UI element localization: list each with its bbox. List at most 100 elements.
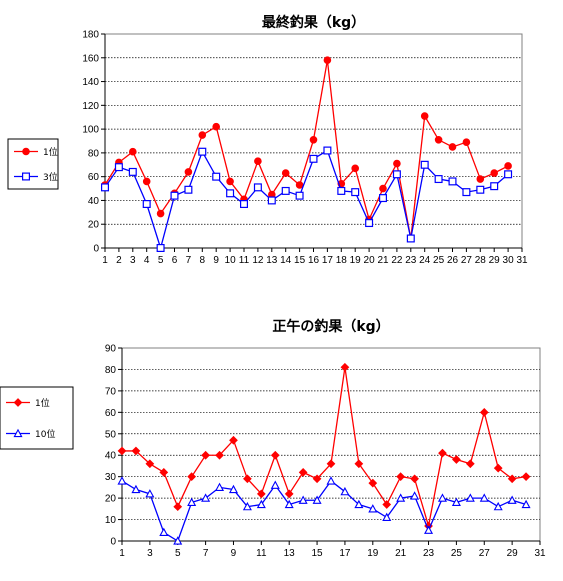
- data-point: [438, 448, 447, 458]
- data-point: [392, 170, 401, 179]
- data-point: [201, 450, 210, 460]
- data-point: [326, 476, 336, 485]
- y-tick-label: 20: [105, 494, 117, 505]
- y-tick-label: 80: [105, 365, 117, 376]
- x-tick-label: 22: [391, 255, 403, 266]
- data-point: [117, 476, 127, 485]
- data-point: [379, 194, 388, 203]
- data-point: [145, 489, 155, 498]
- data-point: [184, 168, 193, 176]
- legend-marker: [22, 147, 30, 156]
- x-tick-label: 19: [350, 255, 362, 266]
- plot-area: [121, 347, 541, 542]
- data-point: [420, 112, 429, 120]
- x-tick-label: 31: [534, 548, 546, 559]
- data-point: [354, 459, 364, 469]
- y-tick-label: 10: [105, 515, 117, 526]
- data-point: [368, 504, 378, 513]
- data-point: [382, 512, 392, 522]
- y-tick-label: 70: [105, 386, 117, 397]
- data-point: [448, 143, 457, 151]
- y-tick-label: 60: [88, 172, 100, 183]
- data-point: [507, 474, 517, 484]
- data-point: [243, 474, 252, 484]
- data-point: [159, 527, 169, 537]
- data-point: [142, 177, 151, 186]
- data-point: [521, 499, 531, 509]
- y-tick-label: 60: [105, 408, 117, 419]
- data-point: [479, 493, 489, 502]
- legend-marker: [13, 428, 23, 438]
- data-point: [340, 362, 350, 372]
- y-tick-label: 30: [105, 472, 117, 483]
- data-point: [337, 186, 346, 195]
- data-point: [309, 136, 318, 144]
- x-tick-label: 11: [239, 255, 250, 266]
- data-point: [117, 446, 127, 456]
- data-point: [100, 183, 109, 192]
- x-tick-label: 14: [280, 255, 292, 266]
- x-tick-label: 3: [130, 255, 136, 266]
- data-point: [242, 501, 252, 511]
- data-point: [493, 501, 503, 511]
- chart-title: 正午の釣果（kg）: [272, 318, 389, 335]
- x-tick-label: 7: [203, 548, 209, 559]
- data-point: [256, 499, 266, 509]
- data-point: [354, 499, 364, 509]
- data-point: [396, 493, 406, 502]
- data-point: [253, 183, 262, 192]
- data-point: [228, 484, 238, 494]
- y-tick-label: 50: [105, 429, 117, 440]
- x-tick-label: 29: [507, 548, 519, 559]
- data-point: [212, 122, 220, 131]
- data-point: [406, 234, 415, 243]
- legend-box: [7, 138, 59, 190]
- x-tick-label: 24: [419, 255, 431, 266]
- data-point: [284, 489, 294, 499]
- data-point: [493, 463, 503, 473]
- data-point: [145, 459, 155, 469]
- data-point: [462, 138, 471, 146]
- data-point: [437, 493, 447, 502]
- x-tick-label: 13: [266, 255, 278, 266]
- data-point: [507, 495, 517, 504]
- data-point: [451, 497, 461, 507]
- x-tick-label: 1: [119, 548, 125, 559]
- x-tick-label: 12: [252, 255, 264, 266]
- data-point: [267, 196, 276, 205]
- data-point: [490, 182, 499, 191]
- data-point: [184, 185, 193, 194]
- x-tick-label: 21: [395, 548, 407, 559]
- data-point: [159, 468, 169, 477]
- x-tick-label: 30: [503, 255, 515, 266]
- data-point: [156, 244, 165, 253]
- legend-label: 1位: [35, 397, 50, 409]
- y-tick-label: 0: [110, 537, 116, 548]
- y-tick-label: 90: [105, 344, 117, 355]
- legend-marker: [22, 172, 31, 181]
- data-point: [340, 486, 350, 496]
- x-tick-label: 9: [213, 255, 219, 266]
- data-point: [479, 407, 489, 417]
- chart-title: 最終釣果（kg）: [262, 14, 365, 31]
- data-point: [379, 184, 387, 193]
- data-point: [254, 157, 262, 166]
- data-point: [270, 480, 280, 489]
- data-point: [521, 472, 531, 482]
- data-point: [448, 177, 457, 186]
- x-tick-label: 23: [405, 255, 417, 266]
- x-tick-label: 4: [144, 255, 150, 266]
- data-point: [173, 502, 183, 512]
- x-tick-label: 6: [172, 255, 178, 266]
- data-point: [281, 169, 290, 177]
- data-point: [170, 191, 179, 200]
- series-line-2: [121, 480, 527, 542]
- data-point: [382, 500, 392, 509]
- data-point: [198, 147, 207, 156]
- data-point: [215, 482, 225, 491]
- data-point: [490, 169, 499, 177]
- y-tick-label: 40: [105, 451, 117, 462]
- data-point: [201, 493, 211, 502]
